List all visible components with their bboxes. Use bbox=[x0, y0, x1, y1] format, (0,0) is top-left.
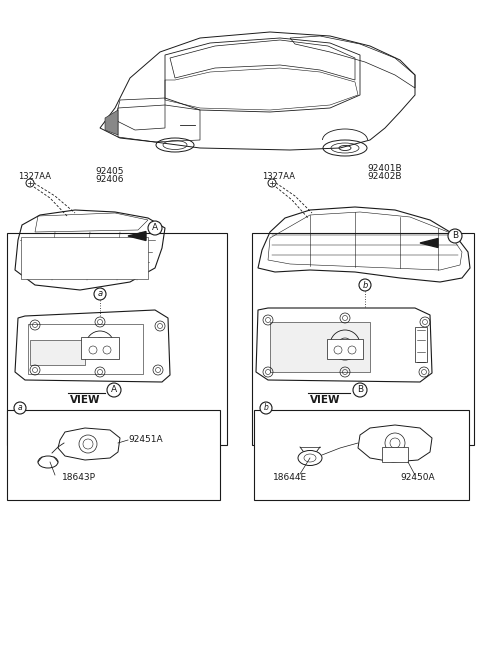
Text: a: a bbox=[18, 404, 22, 413]
Polygon shape bbox=[128, 231, 146, 241]
Circle shape bbox=[148, 221, 162, 235]
Text: A: A bbox=[152, 224, 158, 233]
FancyBboxPatch shape bbox=[81, 337, 119, 359]
Text: A: A bbox=[111, 385, 117, 394]
FancyBboxPatch shape bbox=[30, 340, 85, 365]
FancyBboxPatch shape bbox=[252, 233, 474, 445]
Text: b: b bbox=[264, 404, 268, 413]
Text: VIEW: VIEW bbox=[310, 395, 340, 405]
FancyBboxPatch shape bbox=[382, 447, 408, 462]
FancyBboxPatch shape bbox=[254, 410, 469, 500]
FancyBboxPatch shape bbox=[28, 324, 143, 374]
Text: 92405: 92405 bbox=[96, 167, 124, 176]
FancyBboxPatch shape bbox=[7, 233, 227, 445]
Text: 92451A: 92451A bbox=[128, 436, 163, 445]
Circle shape bbox=[107, 383, 121, 397]
Circle shape bbox=[448, 229, 462, 243]
Circle shape bbox=[260, 402, 272, 414]
Text: VIEW: VIEW bbox=[70, 395, 100, 405]
Text: 92406: 92406 bbox=[96, 175, 124, 184]
FancyBboxPatch shape bbox=[415, 327, 427, 362]
FancyBboxPatch shape bbox=[270, 322, 370, 372]
Text: 1327AA: 1327AA bbox=[262, 172, 295, 181]
Text: B: B bbox=[452, 231, 458, 241]
Text: 92402B: 92402B bbox=[368, 172, 402, 181]
FancyBboxPatch shape bbox=[21, 237, 148, 279]
Circle shape bbox=[14, 402, 26, 414]
Polygon shape bbox=[420, 239, 438, 248]
Circle shape bbox=[353, 383, 367, 397]
Text: 18644E: 18644E bbox=[273, 473, 307, 482]
Circle shape bbox=[359, 279, 371, 291]
Text: 18643P: 18643P bbox=[62, 473, 96, 482]
FancyBboxPatch shape bbox=[327, 339, 363, 359]
FancyBboxPatch shape bbox=[7, 410, 220, 500]
Text: a: a bbox=[97, 289, 103, 299]
Text: 1327AA: 1327AA bbox=[18, 172, 51, 181]
Text: B: B bbox=[357, 385, 363, 394]
Circle shape bbox=[94, 288, 106, 300]
Polygon shape bbox=[105, 110, 118, 135]
Text: 92401B: 92401B bbox=[368, 164, 402, 173]
Text: b: b bbox=[362, 280, 368, 289]
Text: 92450A: 92450A bbox=[401, 473, 435, 482]
